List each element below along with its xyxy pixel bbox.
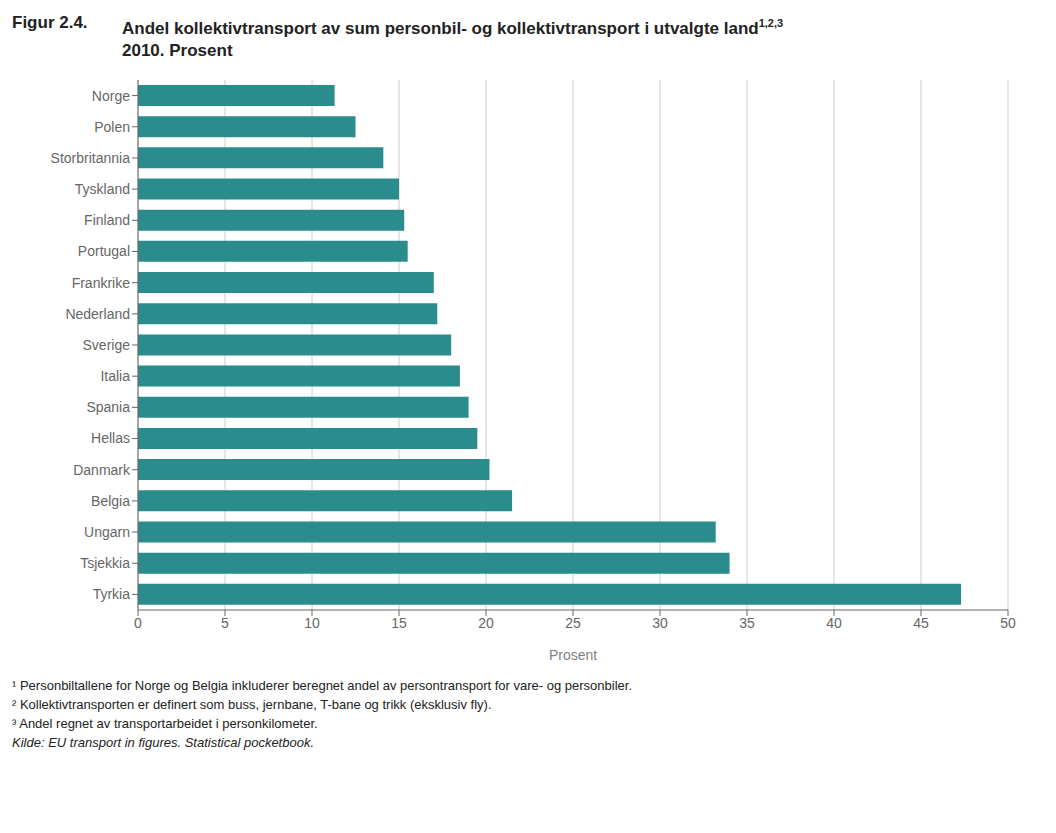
html-text:¹ Personbiltallene for Norge o: ¹ Personbiltallene for Norge og Belgia i… — [12, 677, 632, 693]
svg-text:Portugal: Portugal — [78, 243, 130, 259]
html-text:Kilde: EU transport in figures: Kilde: EU transport in figures. Statisti… — [12, 734, 314, 750]
svg-text:Tsjekkia: Tsjekkia — [80, 555, 130, 571]
svg-text:35: 35 — [739, 615, 755, 631]
html-text:Andel kollektivtransport av su: Andel kollektivtransport av sum personbi… — [122, 17, 784, 38]
svg-text:Belgia: Belgia — [91, 493, 130, 509]
svg-text:Norge: Norge — [92, 87, 130, 103]
svg-text:Frankrike: Frankrike — [72, 274, 131, 290]
svg-text:20: 20 — [478, 615, 494, 631]
svg-text:0: 0 — [134, 615, 142, 631]
svg-text:45: 45 — [913, 615, 929, 631]
svg-text:Hellas: Hellas — [91, 430, 130, 446]
svg-text:40: 40 — [826, 615, 842, 631]
svg-text:10: 10 — [304, 615, 320, 631]
svg-text:Danmark: Danmark — [73, 461, 131, 477]
svg-text:Finland: Finland — [84, 212, 130, 228]
svg-text:30: 30 — [652, 615, 668, 631]
svg-text:50: 50 — [1000, 615, 1016, 631]
svg-text:Spania: Spania — [86, 399, 130, 415]
html-text:² Kollektivtransporten er defi: ² Kollektivtransporten er definert som b… — [12, 696, 492, 712]
svg-text:Prosent: Prosent — [549, 647, 597, 663]
html-text:2010. Prosent: 2010. Prosent — [122, 40, 233, 60]
svg-text:Tyrkia: Tyrkia — [93, 586, 131, 602]
svg-text:15: 15 — [391, 615, 407, 631]
svg-text:Nederland: Nederland — [65, 305, 130, 321]
svg-text:Tyskland: Tyskland — [75, 181, 130, 197]
svg-text:5: 5 — [221, 615, 229, 631]
svg-text:Sverige: Sverige — [83, 337, 131, 353]
html-text:³ Andel regnet av transportarb: ³ Andel regnet av transportarbeidet i pe… — [12, 715, 318, 731]
html-text:Figur 2.4.: Figur 2.4. — [12, 13, 88, 32]
svg-text:Storbritannia: Storbritannia — [51, 150, 131, 166]
svg-text:Polen: Polen — [94, 118, 130, 134]
svg-text:Italia: Italia — [100, 368, 130, 384]
svg-text:25: 25 — [565, 615, 581, 631]
svg-text:Ungarn: Ungarn — [84, 524, 130, 540]
